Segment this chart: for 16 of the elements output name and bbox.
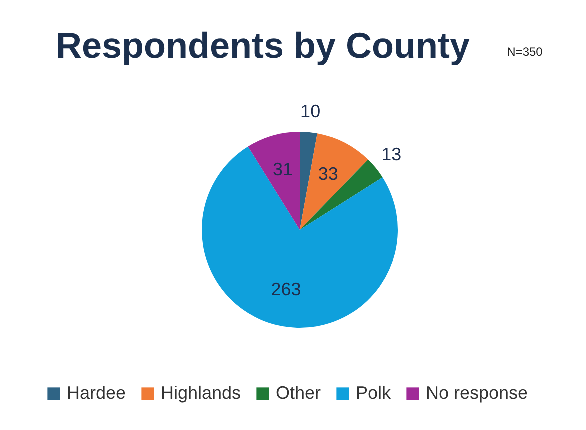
data-label: 13 — [382, 144, 402, 165]
legend-label: Polk — [356, 383, 392, 403]
data-label: 31 — [272, 159, 293, 180]
data-label: 10 — [300, 101, 321, 122]
pie-slice — [300, 134, 368, 230]
data-label: 33 — [318, 164, 338, 184]
pie-slice — [300, 132, 318, 230]
text: N=350 — [507, 45, 544, 59]
legend-label: Other — [276, 383, 322, 403]
pie-slice — [300, 160, 383, 230]
legend-label: Hardee — [67, 383, 126, 403]
chart-title: Respondents by County — [56, 25, 470, 66]
legend-label: Highlands — [161, 383, 242, 403]
legend-label: No response — [426, 383, 528, 403]
data-label: 263 — [271, 279, 302, 300]
pie-slice — [248, 132, 300, 230]
